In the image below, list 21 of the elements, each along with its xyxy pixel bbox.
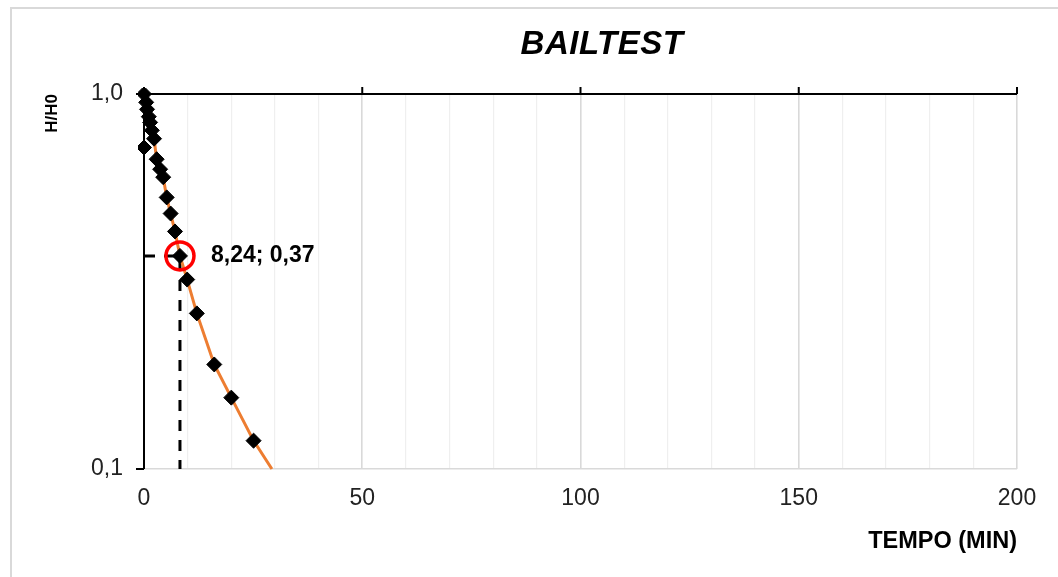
point <box>245 432 262 449</box>
x-tick-label: 0 <box>137 484 151 511</box>
x-tick-label: 100 <box>561 484 600 511</box>
point <box>162 205 179 222</box>
x-axis-title: TEMPO (MIN) <box>868 527 1017 554</box>
point <box>155 169 172 186</box>
chart-title: BAILTEST <box>519 24 686 61</box>
point <box>166 223 183 240</box>
x-tick-label: 200 <box>997 484 1037 511</box>
annotation: 8,24; 0,37 <box>210 241 315 268</box>
x-tick-label: 150 <box>779 484 818 511</box>
y-tick-label: 0,1 <box>91 454 123 481</box>
point <box>179 271 196 288</box>
point <box>158 189 175 206</box>
y-tick-label: 1,0 <box>91 79 123 106</box>
point <box>164 240 196 272</box>
x-tick-label: 50 <box>349 484 376 511</box>
y-axis-title: H/H0 <box>41 94 61 133</box>
point <box>188 305 205 322</box>
point <box>206 356 223 373</box>
point <box>223 389 240 406</box>
